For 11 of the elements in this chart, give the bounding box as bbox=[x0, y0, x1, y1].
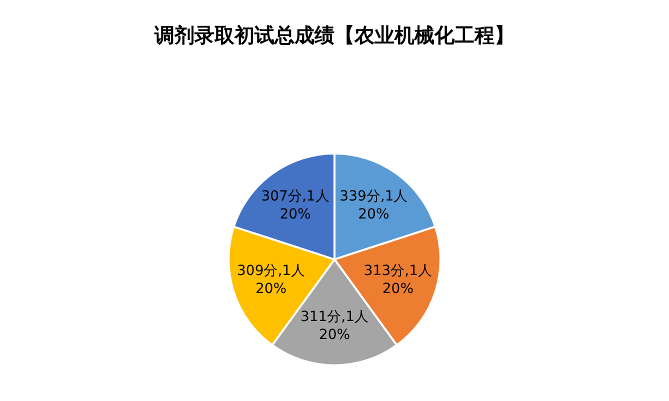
data-label: 20% bbox=[382, 281, 414, 298]
data-label: 20% bbox=[318, 327, 350, 344]
slice-label: 307分,1人 bbox=[261, 188, 330, 204]
slice-label: 339分,1人 bbox=[340, 188, 408, 204]
data-label: 20% bbox=[255, 281, 287, 298]
slice-label: 313分,1人 bbox=[364, 262, 432, 279]
slice-label: 309分,1人 bbox=[237, 262, 306, 279]
chart-title: 调剂录取初试总成绩【农业机械化工程】 bbox=[154, 23, 514, 48]
data-label: 20% bbox=[358, 206, 390, 223]
data-label: 20% bbox=[280, 206, 311, 223]
slice-label: 311分,1人 bbox=[300, 309, 369, 326]
